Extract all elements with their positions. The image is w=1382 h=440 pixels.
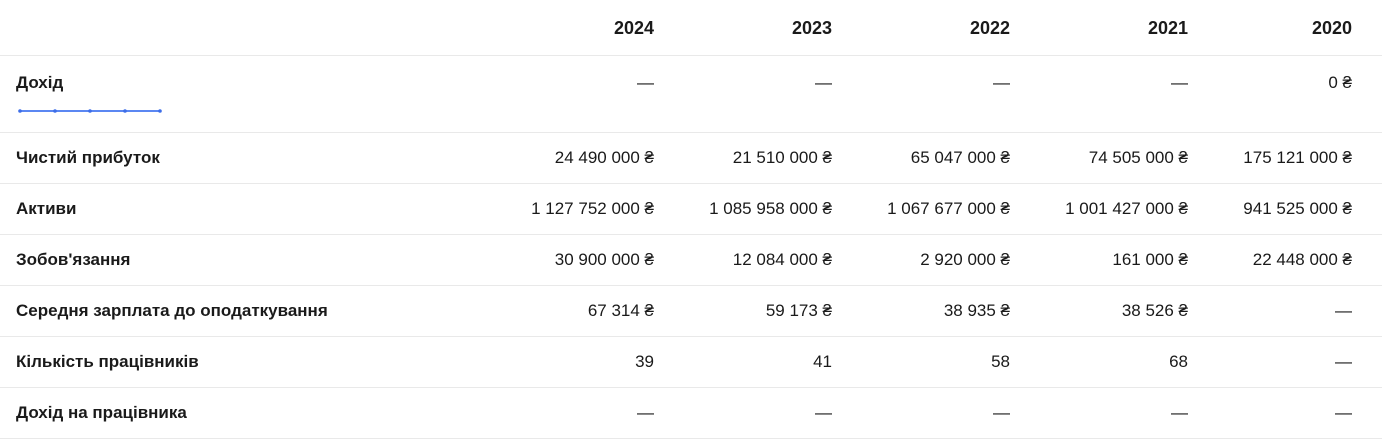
row-label-cell: Середня зарплата до оподаткування [0,285,492,337]
value-cell: 65 047 000 ₴ [848,132,1026,184]
value-cell: 21 510 000 ₴ [670,132,848,184]
value-cell: 2 920 000 ₴ [848,234,1026,286]
value-cell: 74 505 000 ₴ [1026,132,1204,184]
value-cell: 1 127 752 000 ₴ [492,183,670,235]
value-cell: 30 900 000 ₴ [492,234,670,286]
row-label: Середня зарплата до оподаткування [16,301,328,320]
row-label: Зобов'язання [16,250,131,269]
year-column-header: 2020 [1204,0,1382,56]
value-cell: 0 ₴ [1204,55,1382,133]
value-cell: 161 000 ₴ [1026,234,1204,286]
value-cell: 24 490 000 ₴ [492,132,670,184]
value-cell: — [1204,387,1382,439]
value-cell: 38 526 ₴ [1026,285,1204,337]
value-cell: 68 [1026,336,1204,388]
year-column-header: 2022 [848,0,1026,56]
value-cell: 41 [670,336,848,388]
value-cell: 58 [848,336,1026,388]
value-cell: 59 173 ₴ [670,285,848,337]
value-cell: 39 [492,336,670,388]
revenue-sparkline [16,106,484,118]
value-cell: 67 314 ₴ [492,285,670,337]
table-row: Чистий прибуток 24 490 000 ₴ 21 510 000 ₴ 6… [0,132,1382,184]
value-cell: — [670,387,848,439]
value-cell: — [1026,55,1204,133]
value-cell: 175 121 000 ₴ [1204,132,1382,184]
row-label-cell: Кількість працівників [0,336,492,388]
year-column-header: 2024 [492,0,670,56]
table-row: Середня зарплата до оподаткування 67 314 … [0,285,1382,337]
value-cell: 1 001 427 000 ₴ [1026,183,1204,235]
value-cell: 22 448 000 ₴ [1204,234,1382,286]
row-label: Чистий прибуток [16,148,160,167]
value-cell: 1 067 677 000 ₴ [848,183,1026,235]
row-label-cell: Дохід [0,55,492,133]
value-cell: — [670,55,848,133]
year-column-header: 2021 [1026,0,1204,56]
row-label: Дохід [16,73,64,92]
table-row: Активи 1 127 752 000 ₴ 1 085 958 000 ₴ 1 06… [0,183,1382,235]
value-cell: — [848,387,1026,439]
table-row: Кількість працівників 39 41 58 68— [0,336,1382,388]
row-label: Активи [16,199,77,218]
table-row: Дохід на працівника — — — — — [0,387,1382,439]
table-body: Дохід — — — —0 ₴ Чистий прибуток 24 490 000 ₴ 2… [0,55,1382,439]
value-cell: — [848,55,1026,133]
table-header: 2024 2023 2022 2021 2020 [0,0,1382,56]
row-label-cell: Дохід на працівника [0,387,492,439]
value-cell: — [1204,285,1382,337]
row-label-cell: Зобов'язання [0,234,492,286]
row-label: Кількість працівників [16,352,199,371]
value-cell: — [1204,336,1382,388]
value-cell: 941 525 000 ₴ [1204,183,1382,235]
table-row: Дохід — — — —0 ₴ [0,55,1382,133]
row-label-cell: Активи [0,183,492,235]
value-cell: 12 084 000 ₴ [670,234,848,286]
value-cell: 38 935 ₴ [848,285,1026,337]
value-cell: 1 085 958 000 ₴ [670,183,848,235]
value-cell: — [492,55,670,133]
row-label-cell: Чистий прибуток [0,132,492,184]
value-cell: — [492,387,670,439]
header-row: 2024 2023 2022 2021 2020 [0,0,1382,56]
value-cell: — [1026,387,1204,439]
table-row: Зобов'язання 30 900 000 ₴ 12 084 000 ₴ 2 92… [0,234,1382,286]
corner-cell [0,0,492,56]
year-column-header: 2023 [670,0,848,56]
row-label: Дохід на працівника [16,403,187,422]
